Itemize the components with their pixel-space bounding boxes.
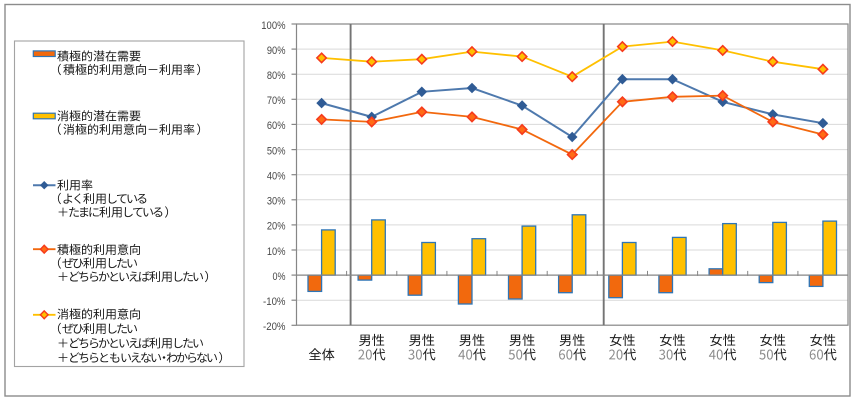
svg-text:90%: 90%	[267, 45, 286, 57]
svg-text:10%: 10%	[267, 246, 286, 258]
svg-text:-20%: -20%	[263, 321, 286, 333]
svg-text:0%: 0%	[273, 271, 286, 283]
svg-text:80%: 80%	[267, 70, 286, 82]
svg-text:-10%: -10%	[263, 296, 286, 308]
svg-text:100%: 100%	[261, 20, 285, 32]
svg-text:40%: 40%	[267, 171, 286, 183]
svg-text:70%: 70%	[267, 95, 286, 107]
svg-text:50%: 50%	[267, 145, 286, 157]
svg-text:30%: 30%	[267, 196, 286, 208]
svg-text:20%: 20%	[267, 221, 286, 233]
svg-text:60%: 60%	[267, 120, 286, 132]
